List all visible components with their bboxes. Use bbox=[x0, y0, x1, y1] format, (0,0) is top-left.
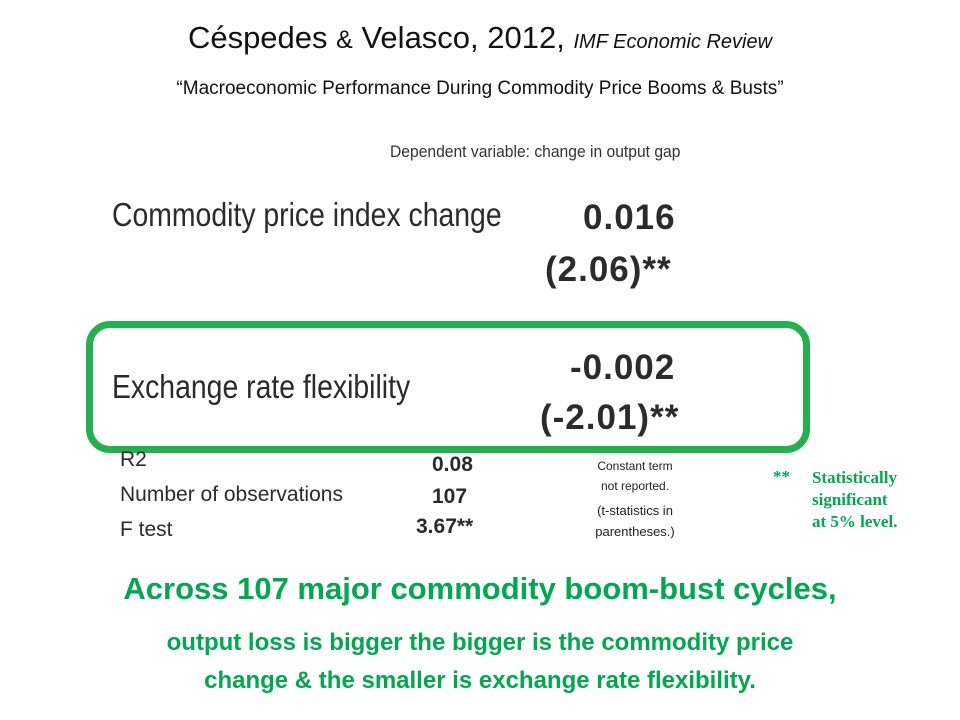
constant-term-note: Constant term not reported. bbox=[565, 456, 705, 496]
note-line: parentheses.) bbox=[595, 524, 675, 539]
conclusion-line: output loss is bigger the bigger is the … bbox=[166, 629, 794, 656]
note-line: Statistically bbox=[812, 468, 897, 487]
note-line: not reported. bbox=[600, 479, 670, 493]
regressor-label-commodity: Commodity price index change bbox=[112, 196, 502, 233]
title-journal: IMF Economic Review bbox=[573, 31, 773, 53]
title-coauthor: Velasco bbox=[361, 20, 471, 55]
stat-value-r2: 0.08 bbox=[432, 453, 473, 476]
slide-title: Céspedes & Velasco, 2012, IMF Economic R… bbox=[0, 20, 960, 56]
significance-stars: ** bbox=[773, 467, 790, 486]
note-line: Constant term bbox=[597, 459, 673, 473]
conclusion-body: output loss is bigger the bigger is the … bbox=[0, 624, 960, 700]
conclusion-headline: Across 107 major commodity boom-bust cyc… bbox=[123, 571, 837, 606]
stat-value-observations: 107 bbox=[432, 485, 468, 508]
tstat-note: (t-statistics in parentheses.) bbox=[565, 500, 705, 542]
note-line: at 5% level. bbox=[812, 512, 898, 531]
title-year: , 2012, bbox=[470, 20, 565, 55]
tstat-exchange-rate: (-2.01)** bbox=[540, 398, 680, 437]
stat-label-ftest: F test bbox=[120, 518, 173, 541]
conclusion-line: change & the smaller is exchange rate fl… bbox=[204, 667, 756, 694]
title-author: Céspedes bbox=[187, 20, 328, 55]
coefficient-commodity: 0.016 bbox=[583, 198, 676, 237]
note-line: significant bbox=[812, 490, 888, 509]
significance-note: Statistically significant at 5% level. bbox=[812, 467, 942, 533]
title-ampersand: & bbox=[336, 26, 353, 54]
coefficient-exchange-rate: -0.002 bbox=[570, 348, 676, 387]
stat-label-r2: R2 bbox=[120, 448, 147, 471]
stat-value-ftest: 3.67** bbox=[416, 515, 474, 538]
paper-title: “Macroeconomic Performance During Commod… bbox=[176, 78, 784, 99]
note-line: (t-statistics in bbox=[597, 503, 673, 518]
regressor-label-exchange-rate: Exchange rate flexibility bbox=[112, 368, 411, 405]
stat-label-observations: Number of observations bbox=[120, 483, 343, 506]
tstat-commodity: (2.06)** bbox=[545, 250, 672, 289]
highlight-box bbox=[86, 321, 810, 453]
dependent-variable-label: Dependent variable: change in output gap bbox=[390, 142, 681, 161]
